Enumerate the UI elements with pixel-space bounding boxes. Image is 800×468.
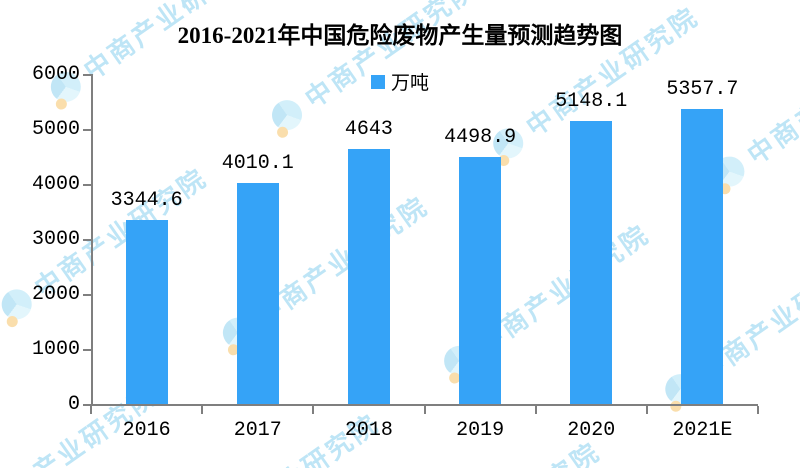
legend-swatch (370, 74, 385, 89)
y-tick-label: 1000 (31, 338, 80, 361)
y-tick (83, 184, 91, 186)
x-tick (534, 406, 537, 414)
bar-2021E (681, 109, 724, 404)
y-axis-line (91, 74, 93, 406)
x-tick (423, 406, 426, 414)
x-tick (201, 406, 204, 414)
value-label-2019: 4498.9 (444, 125, 517, 149)
x-axis-line (91, 404, 758, 406)
y-tick-label: 2000 (31, 283, 80, 306)
y-tick (83, 129, 91, 131)
x-tick-label-2016: 2016 (122, 419, 171, 442)
x-tick-label-2019: 2019 (456, 419, 505, 442)
chart-title: 2016-2021年中国危险废物产生量预测趋势图 (177, 23, 623, 48)
y-tick (83, 74, 91, 76)
x-tick (757, 406, 759, 414)
y-tick-label: 5000 (31, 118, 80, 141)
x-tick-label-2021E: 2021E (672, 419, 733, 442)
bar-2020 (570, 120, 613, 404)
x-tick-label-2018: 2018 (344, 419, 393, 442)
legend-label: 万吨 (390, 73, 429, 94)
x-tick (645, 406, 648, 414)
x-tick-label-2017: 2017 (233, 419, 282, 442)
value-label-2016: 3344.6 (110, 189, 183, 213)
x-tick-label-2020: 2020 (567, 419, 616, 442)
value-label-2017: 4010.1 (221, 152, 294, 176)
bar-2018 (347, 148, 390, 404)
value-label-2020: 5148.1 (555, 89, 628, 113)
bar-2016 (125, 220, 168, 404)
y-tick (83, 239, 91, 241)
y-tick (83, 294, 91, 296)
y-tick-label: 0 (67, 393, 80, 416)
value-label-2021E: 5357.7 (666, 78, 739, 102)
y-tick-label: 4000 (31, 173, 80, 196)
x-tick (312, 406, 315, 414)
x-tick (90, 406, 92, 414)
y-tick (83, 349, 91, 351)
bar-2019 (459, 156, 502, 404)
bar-2017 (236, 183, 279, 404)
y-tick-label: 3000 (31, 228, 80, 251)
legend: 万吨 (0, 68, 800, 95)
value-label-2018: 4643 (344, 117, 393, 141)
y-tick (83, 404, 91, 406)
